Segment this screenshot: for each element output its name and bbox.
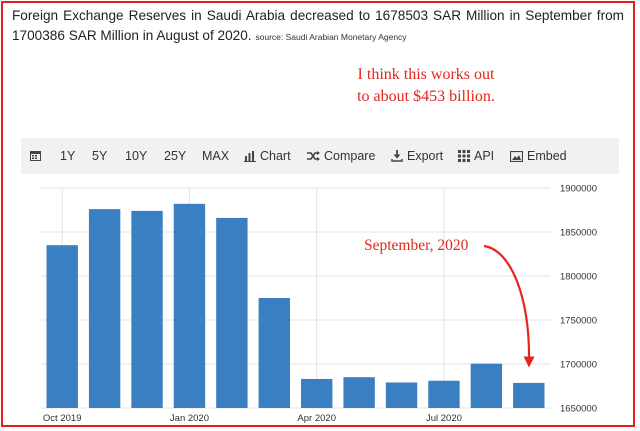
embed-button[interactable]: Embed — [509, 148, 567, 164]
y-tick-label: 1850000 — [560, 228, 597, 239]
bar-2020-07 — [428, 380, 460, 408]
annotation-arrow — [483, 244, 535, 368]
bar-2020-05 — [343, 377, 375, 408]
bar-2020-03 — [258, 298, 290, 408]
bar-2019-12 — [131, 210, 163, 408]
export-button[interactable]: Export — [391, 148, 443, 164]
note-line-1: I think this works out — [357, 66, 495, 83]
chart-toolbar: 1Y 5Y 10Y 25Y MAX Chart Compare Export A… — [21, 138, 619, 174]
chart-button-label: Chart — [260, 149, 291, 163]
compare-button-label: Compare — [324, 149, 376, 163]
chart-button[interactable]: Chart — [244, 148, 291, 164]
headline-text: Foreign Exchange Reserves in Saudi Arabi… — [12, 8, 624, 43]
calendar-button[interactable] — [29, 148, 46, 164]
shuffle-icon — [307, 151, 320, 161]
x-axis-labels: Oct 2019 Jan 2020 Apr 2020 Jul 2020 — [43, 413, 462, 424]
image-icon — [509, 150, 524, 163]
bar-2020-06 — [385, 382, 418, 408]
range-25y-button[interactable]: 25Y — [164, 149, 187, 163]
range-10y-button[interactable]: 10Y — [125, 149, 148, 163]
x-tick-label: Jul 2020 — [426, 413, 462, 424]
y-tick-label: 1750000 — [560, 316, 597, 327]
y-axis-labels: 1650000 1700000 1750000 1800000 1850000 19000… — [560, 184, 597, 415]
red-frame — [1, 1, 635, 427]
bar-chart-icon — [244, 151, 256, 162]
api-button[interactable]: API — [458, 148, 494, 164]
x-tick-label: Jan 2020 — [170, 413, 209, 424]
range-1y-button[interactable]: 1Y — [60, 149, 76, 163]
bar-2020-09 — [513, 382, 545, 408]
embed-button-label: Embed — [527, 149, 567, 163]
bar-2020-04 — [301, 378, 333, 408]
y-tick-label: 1900000 — [560, 184, 597, 195]
bars — [46, 203, 545, 408]
bar-2020-01 — [173, 203, 206, 408]
export-button-label: Export — [407, 149, 444, 163]
bar-2020-08 — [470, 363, 503, 408]
download-icon — [391, 150, 403, 162]
y-tick-label: 1800000 — [560, 272, 597, 283]
note-line-2: to about $453 billion. — [357, 88, 495, 105]
bar-2019-10 — [46, 245, 78, 408]
calendar-icon — [30, 151, 41, 161]
compare-button[interactable]: Compare — [307, 148, 375, 164]
bar-2019-11 — [88, 209, 121, 408]
range-5y-button[interactable]: 5Y — [92, 149, 108, 163]
x-tick-label: Oct 2019 — [43, 413, 82, 424]
api-button-label: API — [474, 149, 495, 163]
note: I think this works out to about $453 bil… — [346, 64, 506, 108]
bar-2020-02 — [216, 217, 248, 408]
september-annotation: September, 2020 — [364, 237, 469, 254]
range-max-button[interactable]: MAX — [202, 149, 230, 163]
y-tick-label: 1700000 — [560, 360, 597, 371]
x-tick-label: Apr 2020 — [297, 413, 336, 424]
grid-icon — [458, 150, 470, 162]
source-text: source: Saudi Arabian Monetary Agency — [255, 32, 407, 42]
y-tick-label: 1650000 — [560, 404, 597, 415]
headline: Foreign Exchange Reserves in Saudi Arabi… — [12, 6, 624, 47]
